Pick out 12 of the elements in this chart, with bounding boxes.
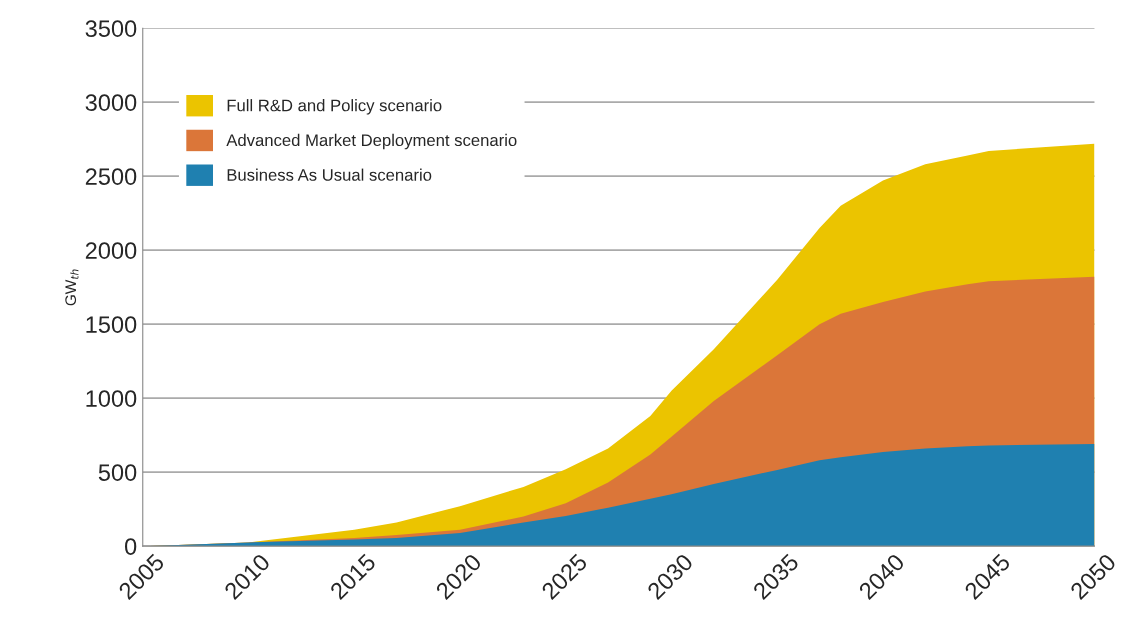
y-axis-title: GW$_{th}$ bbox=[65, 269, 79, 306]
y-tick-label: 3500 bbox=[85, 20, 137, 37]
y-tick-label: 500 bbox=[98, 464, 137, 481]
y-tick-label: 3000 bbox=[85, 94, 137, 111]
y-tick-label: 2000 bbox=[85, 242, 137, 259]
y-tick-label: 1500 bbox=[86, 316, 137, 333]
y-tick-label: 0 bbox=[124, 538, 137, 555]
legend-label: Advanced Market Deployment scenario bbox=[226, 133, 517, 150]
y-tick-label: 2500 bbox=[85, 168, 137, 185]
legend-label: Business As Usual scenario bbox=[227, 168, 432, 181]
legend-label: Full R&D and Policy scenario bbox=[227, 99, 442, 115]
y-tick-label: 1000 bbox=[86, 390, 137, 407]
